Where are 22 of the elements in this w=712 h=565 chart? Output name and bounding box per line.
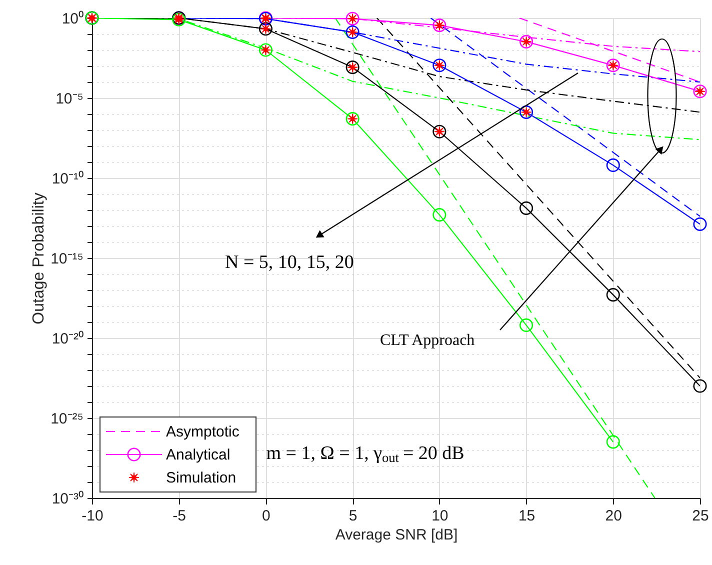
x-tick-label: 20 [605,508,622,524]
legend-label: Analytical [166,446,230,464]
x-tick-label: 25 [692,508,709,524]
y-axis-title: Outage Probability [30,192,48,324]
y-tick-label: 10⁻³⁰ [52,490,84,508]
legend-label: Asymptotic [166,424,240,440]
x-axis-title: Average SNR [dB] [335,526,458,544]
x-tick-label: -5 [172,508,186,524]
x-tick-label: 5 [348,508,358,524]
x-tick-label: 15 [518,508,536,524]
annotation: CLT Approach [380,332,475,349]
x-tick-label: 10 [432,508,448,524]
x-tick-label: -10 [82,508,104,524]
y-tick-label: 10⁻⁵ [56,90,84,108]
x-tick-label: 0 [262,508,270,524]
annotation: N = 5, 10, 15, 20 [225,252,354,273]
legend-label: Simulation [166,470,236,486]
y-tick-label: 10⁻²⁵ [50,410,84,428]
y-tick-label: 10⁰ [62,10,84,28]
y-tick-label: 10⁻¹⁰ [52,170,84,188]
y-tick-label: 10⁻¹⁵ [50,250,84,268]
y-tick-label: 10⁻²⁰ [52,330,84,348]
